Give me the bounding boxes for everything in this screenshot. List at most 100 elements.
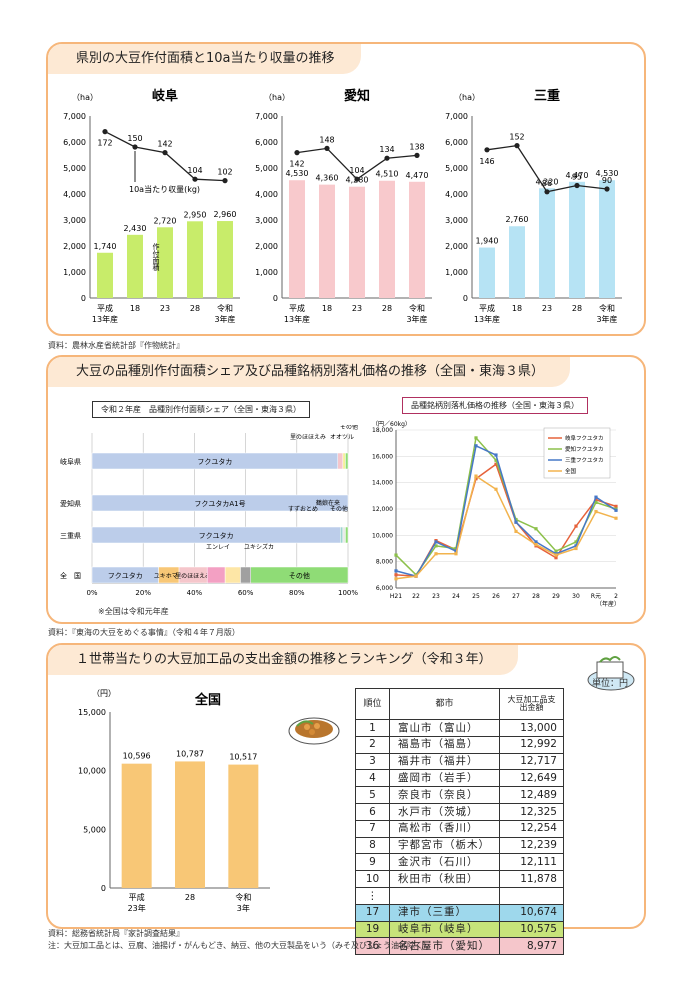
- yield-point: [384, 155, 390, 161]
- bar-value-label: 2,430: [124, 224, 147, 233]
- y-tick-label: 4,000: [445, 190, 468, 199]
- bar: [157, 227, 173, 298]
- series-point: [514, 517, 518, 522]
- x-tick-label: 23: [352, 304, 362, 313]
- series-point: [614, 508, 618, 512]
- share-chart-note: ※全国は令和元年産: [98, 607, 169, 616]
- rank-cell: 3: [355, 752, 390, 771]
- ranking-row: 7 高松市（香川） 12,254: [355, 819, 564, 838]
- x-tick-label: 平成: [479, 303, 495, 313]
- series-point: [394, 569, 398, 573]
- amount-cell: 13,000: [499, 719, 564, 737]
- bar: [599, 180, 615, 298]
- series-point: [594, 498, 598, 502]
- yield-point: [414, 152, 420, 158]
- rank-cell: 8: [355, 836, 390, 855]
- yield-value-label: 95: [572, 173, 582, 182]
- bar: [127, 234, 143, 298]
- y-tick-label: 7,000: [63, 112, 86, 121]
- city-cell: 宇都宮市（栃木）: [389, 836, 500, 855]
- series-point: [394, 577, 398, 581]
- series-point: [554, 549, 558, 553]
- rank-header: 順位: [355, 688, 390, 720]
- y-tick-label: 6,000: [63, 138, 86, 147]
- unit-note: 単位：円: [592, 679, 629, 689]
- bar: [379, 180, 395, 298]
- series-point: [594, 495, 598, 499]
- natto-icon: [288, 717, 340, 745]
- x-tick-label: 令和: [235, 892, 251, 902]
- amount-cell: 11,878: [499, 870, 564, 888]
- series-point: [594, 510, 598, 514]
- bar-value-label: 4,530: [286, 169, 309, 178]
- yield-point: [604, 186, 610, 192]
- x-tick-label: 20%: [135, 589, 151, 597]
- y-tick-label: 7,000: [255, 112, 278, 121]
- chart-title: 全国: [194, 692, 221, 708]
- ranking-row: 17 津市（三重） 10,674: [355, 903, 564, 922]
- yield-label: 10a当たり収量(kg): [129, 184, 200, 194]
- city-cell: 富山市（富山）: [389, 719, 500, 737]
- category-label: 三重県: [60, 532, 81, 540]
- bar: [228, 764, 259, 888]
- y-tick-label: 2,000: [63, 242, 86, 251]
- yield-point: [132, 144, 138, 150]
- bar: [349, 186, 365, 298]
- city-header: 都市: [389, 688, 500, 720]
- amount-cell: 8,977: [499, 937, 564, 956]
- callout-label: その他: [340, 425, 358, 431]
- x-tick-label: 30: [572, 593, 580, 600]
- amount-header: 大豆加工品支出金額: [499, 688, 564, 720]
- x-tick-label: 18: [322, 304, 332, 313]
- series-line: [395, 474, 617, 580]
- segment-label: ユキホマレ: [154, 573, 184, 580]
- series-point: [534, 540, 538, 544]
- callout-label: 鶴娘在来: [316, 499, 340, 507]
- bar: [289, 180, 305, 298]
- ranking-table: 順位 都市 大豆加工品支出金額 1 富山市（富山） 13,000 2 福島市（福島） 12…: [355, 688, 564, 956]
- legend-label: 愛知フクユタカ: [565, 445, 604, 453]
- series-line: [395, 444, 617, 578]
- city-cell: 金沢市（石川）: [389, 853, 500, 872]
- amount-cell: 10,575: [499, 920, 564, 939]
- rank-cell: 17: [355, 903, 390, 922]
- ranking-row: 5 奈良市（奈良） 12,489: [355, 786, 564, 804]
- yield-value-label: 86: [542, 179, 552, 188]
- callout-label: すずおとめ: [288, 505, 318, 513]
- bar: [121, 763, 152, 888]
- series-point: [434, 544, 438, 548]
- bar-value-label: 4,470: [406, 171, 429, 180]
- ranking-row: 1 富山市（富山） 13,000: [355, 719, 564, 737]
- legend-label: 三重フクユタカ: [565, 456, 604, 464]
- bar-value-label: 1,940: [476, 237, 499, 246]
- rank-cell: 5: [355, 786, 390, 804]
- empty-cell: [389, 886, 500, 905]
- segment-label: フクユタカ: [197, 457, 232, 466]
- bar: [569, 181, 585, 298]
- y-tick-label: 3,000: [445, 216, 468, 225]
- yield-point: [574, 182, 580, 189]
- bar-value-label: 2,960: [214, 210, 237, 219]
- x-tick-label: 18: [512, 304, 522, 313]
- segment-label: 里のほほえみ: [175, 573, 211, 580]
- series-point: [574, 524, 578, 528]
- yield-point: [354, 176, 360, 182]
- x-tick-label: 13年産: [474, 314, 500, 324]
- y-unit: （円／60kg）: [372, 421, 411, 428]
- x-tick-label: 28: [382, 304, 392, 313]
- rank-cell: 9: [355, 853, 390, 872]
- share-segment: [342, 452, 346, 470]
- series-point: [434, 552, 438, 556]
- y-tick-label: 10,000: [78, 767, 106, 776]
- ranking-row: 3 福井市（福井） 12,717: [355, 752, 564, 771]
- amount-cell: 12,111: [499, 853, 564, 872]
- x-tick-label: 3年産: [596, 314, 617, 324]
- city-cell: 奈良市（奈良）: [389, 786, 500, 804]
- segment-label: フクユタカ: [199, 531, 234, 540]
- rank-cell: 2: [355, 735, 390, 754]
- bar-value-label: 10,787: [176, 749, 204, 758]
- chart-title: 岐阜: [152, 88, 178, 104]
- share-segment: [224, 566, 241, 584]
- share-segment: [345, 452, 349, 470]
